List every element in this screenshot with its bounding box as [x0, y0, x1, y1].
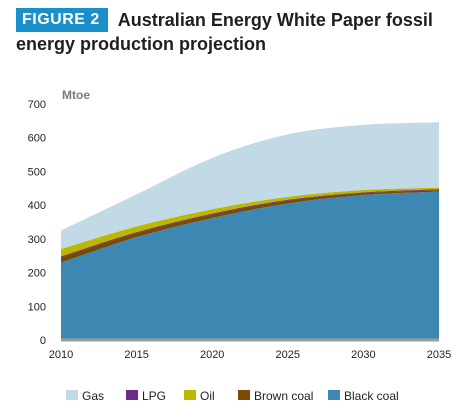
legend-swatch: [184, 390, 196, 400]
figure-header: FIGURE 2 Australian Energy White Paper fo…: [16, 8, 456, 56]
legend-swatch: [66, 390, 78, 400]
y-axis-unit-label: Mtoe: [62, 88, 90, 102]
legend-swatch: [126, 390, 138, 400]
legend-label: Oil: [200, 389, 215, 403]
x-tick-label: 2015: [124, 349, 148, 361]
legend-item-black-coal: Black coal: [328, 389, 399, 403]
x-tick-label: 2035: [427, 349, 451, 361]
legend-label: Gas: [82, 389, 104, 403]
x-tick-label: 2020: [200, 349, 224, 361]
legend-swatch: [238, 390, 250, 400]
legend-label: LPG: [142, 389, 166, 403]
y-tick-label: 400: [28, 200, 46, 212]
legend-label: Black coal: [344, 389, 399, 403]
plot-axes: 0 100 200 300 400 500 600 700 2010 2015 2020 2025 20…: [28, 88, 452, 361]
plot-areas: [61, 122, 439, 340]
y-tick-label: 200: [28, 268, 46, 280]
area-series-black-coal: [61, 191, 439, 340]
x-tick-label: 2030: [351, 349, 375, 361]
chart-legend: Gas LPG Oil Brown coal Black coal: [66, 389, 399, 403]
legend-item-gas: Gas: [66, 389, 104, 403]
legend-item-lpg: LPG: [126, 389, 166, 403]
y-tick-label: 300: [28, 234, 46, 246]
legend-item-brown-coal: Brown coal: [238, 389, 313, 403]
y-tick-label: 500: [28, 166, 46, 178]
y-tick-label: 100: [28, 301, 46, 313]
figure-label-badge: FIGURE 2: [16, 8, 108, 32]
y-tick-label: 700: [28, 99, 46, 111]
legend-swatch: [328, 390, 340, 400]
y-tick-label: 600: [28, 133, 46, 145]
area-series-gas: [61, 122, 439, 249]
legend-label: Brown coal: [254, 389, 313, 403]
y-tick-label: 0: [40, 335, 46, 347]
chart-title-line1: Australian Energy White Paper fossil: [117, 10, 433, 30]
x-tick-label: 2025: [276, 349, 300, 361]
chart-title-line2: energy production projection: [16, 34, 267, 54]
x-tick-label: 2010: [49, 349, 73, 361]
legend-item-oil: Oil: [184, 389, 215, 403]
